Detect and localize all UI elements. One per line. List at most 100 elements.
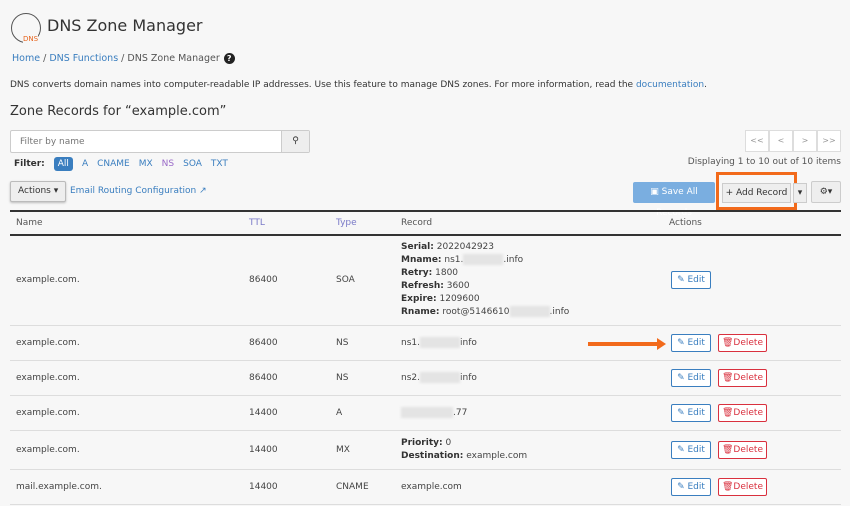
first-page-button[interactable]: << (745, 130, 769, 152)
edit-button[interactable]: ✎ Edit (671, 440, 711, 459)
col-record: Record (395, 211, 665, 236)
help-icon[interactable]: ? (223, 53, 235, 64)
filter-ns[interactable]: NS (161, 159, 175, 169)
annotation-arrow-icon (588, 338, 666, 350)
search-icon[interactable]: ⚲ (281, 131, 309, 152)
delete-button[interactable]: 🗑Delete (718, 477, 767, 496)
delete-button[interactable]: 🗑Delete (718, 403, 767, 422)
record-type: SOA (330, 235, 395, 326)
edit-label: Edit (687, 444, 705, 455)
save-all-records-button[interactable]: ▣ Save All Records (633, 182, 715, 218)
add-record-button[interactable]: + Add Record (722, 183, 791, 203)
edit-button[interactable]: ✎ Edit (671, 403, 711, 422)
settings-gear-icon[interactable]: ⚙▾ (811, 181, 841, 203)
filter-cname[interactable]: CNAME (97, 159, 130, 169)
filter-all[interactable]: All (53, 157, 73, 171)
documentation-link[interactable]: documentation (635, 80, 705, 90)
filter-bar: Filter: All A CNAME MX NS SOA TXT (14, 157, 228, 171)
edit-label: Edit (687, 337, 705, 348)
rname-label: Rname: (401, 307, 440, 318)
filter-txt[interactable]: TXT (210, 159, 228, 169)
highlight-box (716, 172, 797, 210)
actions-dropdown[interactable]: Actions ▾ (10, 181, 67, 202)
table-row: example.com. 86400 NS ns2. info ✎ Edit 🗑De… (10, 360, 841, 396)
edit-button[interactable]: ✎ Edit (671, 271, 711, 290)
delete-button[interactable]: 🗑Delete (718, 368, 767, 387)
save-icon: ▣ (650, 187, 659, 197)
description-text: DNS converts domain names into computer-… (10, 80, 636, 90)
redacted (419, 337, 460, 348)
add-record-label: Add Record (736, 188, 788, 198)
edit-button[interactable]: ✎ Edit (671, 368, 711, 387)
record-type: MX (330, 430, 395, 470)
filter-soa[interactable]: SOA (183, 159, 202, 169)
prev-page-button[interactable]: < (769, 130, 793, 152)
record-name: example.com. (10, 360, 243, 396)
table-row: mail.example.com. 14400 CNAME example.co… (10, 469, 841, 505)
record-name: example.com. (10, 430, 243, 470)
filter-a[interactable]: A (81, 159, 89, 169)
edit-label: Edit (687, 372, 705, 383)
record-value: Serial: 2022042923 Mname: ns1. .info Retr… (395, 235, 665, 326)
record-name: example.com. (10, 235, 243, 326)
record-suffix: info (459, 373, 477, 383)
edit-button[interactable]: ✎ Edit (671, 477, 711, 496)
edit-label: Edit (687, 407, 705, 418)
record-type: NS (330, 325, 395, 361)
expire-label: Expire: (401, 294, 437, 305)
record-type: A (330, 395, 395, 431)
add-record-dropdown-toggle[interactable]: ▾ (793, 183, 807, 203)
rname-suffix: .info (549, 307, 570, 318)
record-value: example.com (395, 469, 665, 505)
breadcrumb-home[interactable]: Home (12, 53, 41, 64)
record-name: example.com. (10, 395, 243, 431)
filter-label: Filter: (14, 159, 45, 169)
retry-value: 1800 (435, 268, 459, 279)
record-value: ns1. info (395, 325, 665, 361)
actions-label: Actions (18, 186, 51, 196)
last-page-button[interactable]: >> (817, 130, 841, 152)
trash-icon: 🗑 (721, 407, 734, 418)
rname-value: root@5146610 (442, 307, 510, 318)
record-name: mail.example.com. (10, 469, 243, 505)
delete-button[interactable]: 🗑Delete (718, 440, 767, 459)
edit-button[interactable]: ✎ Edit (671, 333, 711, 352)
breadcrumb-dns-functions[interactable]: DNS Functions (49, 53, 119, 64)
row-actions: ✎ Edit 🗑Delete (665, 430, 841, 470)
record-value: Priority: 0 Destination: example.com (395, 430, 665, 470)
col-ttl[interactable]: TTL (243, 211, 330, 236)
dns-logo-icon: DNS (11, 13, 41, 43)
priority-label: Priority: (401, 437, 443, 448)
next-page-button[interactable]: > (793, 130, 817, 152)
record-ttl: 14400 (243, 430, 330, 470)
mname-suffix: .info (503, 255, 524, 266)
search-input[interactable] (11, 131, 283, 152)
plus-icon: + (725, 188, 734, 198)
zone-records-table: Name TTL Type Record Actions example.com… (10, 210, 841, 505)
logo-text: DNS (23, 35, 39, 43)
description: DNS converts domain names into computer-… (10, 80, 707, 90)
redacted (419, 372, 460, 383)
priority-value: 0 (445, 437, 452, 448)
delete-label: Delete (733, 481, 763, 492)
trash-icon: 🗑 (721, 337, 734, 348)
external-link-icon: ↗ (199, 186, 207, 196)
destination-value: example.com (466, 450, 528, 461)
table-row: example.com. 86400 NS ns1. info ✎ Edit 🗑De… (10, 325, 841, 361)
row-actions: ✎ Edit 🗑Delete (665, 325, 841, 361)
record-suffix: .77 (453, 408, 468, 418)
filter-mx[interactable]: MX (138, 159, 153, 169)
delete-button[interactable]: 🗑Delete (718, 333, 767, 352)
table-header: Name TTL Type Record Actions (10, 211, 841, 236)
trash-icon: 🗑 (721, 481, 734, 492)
col-type[interactable]: Type (330, 211, 395, 236)
edit-label: Edit (687, 481, 705, 492)
record-ttl: 86400 (243, 360, 330, 396)
col-name[interactable]: Name (10, 211, 243, 236)
record-value: ns2. info (395, 360, 665, 396)
email-routing-link[interactable]: Email Routing Configuration ↗ (70, 186, 207, 196)
table-row: example.com. 86400 SOA Serial: 202204292… (10, 235, 841, 326)
page-title: DNS Zone Manager (47, 16, 203, 35)
record-value: .77 (395, 395, 665, 431)
row-actions: ✎ Edit (665, 235, 841, 326)
